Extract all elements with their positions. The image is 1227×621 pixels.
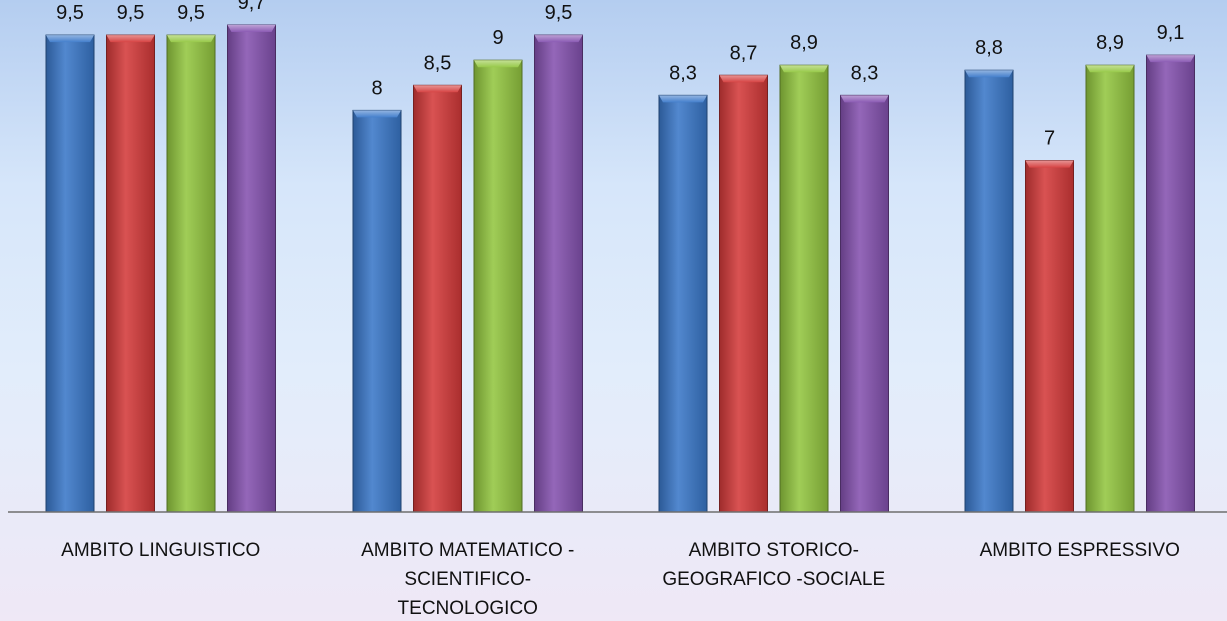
bar bbox=[658, 94, 708, 513]
value-label: 9,5 bbox=[177, 2, 205, 24]
bar bbox=[964, 69, 1014, 513]
bars-layer bbox=[45, 24, 1195, 513]
bar bbox=[106, 34, 155, 513]
value-label: 7 bbox=[1044, 128, 1055, 150]
bar-cap bbox=[719, 75, 768, 83]
bar-cap bbox=[1146, 55, 1195, 63]
value-label: 9,5 bbox=[56, 2, 84, 24]
bar bbox=[719, 74, 768, 513]
bar-cap bbox=[780, 65, 828, 73]
category-label-line: AMBITO STORICO- bbox=[689, 540, 859, 561]
bar bbox=[413, 84, 462, 513]
bar-cap bbox=[474, 60, 522, 68]
bar bbox=[227, 24, 276, 513]
bar-cap bbox=[840, 95, 889, 103]
value-label: 8,9 bbox=[1096, 32, 1124, 54]
value-label: 9,5 bbox=[545, 2, 573, 24]
category-label: AMBITO MATEMATICO - SCIENTIFICO- TECNOLOGI… bbox=[361, 540, 574, 619]
category-label-line: AMBITO LINGUISTICO bbox=[61, 540, 260, 561]
category-label: AMBITO ESPRESSIVO bbox=[980, 540, 1180, 561]
bar bbox=[1025, 160, 1074, 513]
value-label: 8,9 bbox=[790, 32, 818, 54]
value-label: 8,8 bbox=[975, 37, 1003, 59]
value-label: 8,5 bbox=[424, 52, 452, 74]
bar-cap bbox=[965, 70, 1013, 78]
bar-cap bbox=[167, 35, 215, 43]
bar-cap bbox=[353, 110, 401, 118]
bar bbox=[352, 109, 402, 513]
value-label: 9,5 bbox=[117, 2, 145, 24]
bar bbox=[166, 34, 216, 513]
bar-cap bbox=[1086, 65, 1134, 73]
category-label-line: TECNOLOGICO bbox=[398, 598, 538, 619]
value-label: 9,7 bbox=[238, 0, 266, 14]
value-label: 8,3 bbox=[851, 62, 879, 84]
bar bbox=[473, 59, 523, 513]
bar bbox=[840, 94, 889, 513]
category-label-line: AMBITO MATEMATICO - bbox=[361, 540, 574, 561]
bar-cap bbox=[106, 35, 155, 43]
bar-cap bbox=[227, 25, 276, 33]
bar bbox=[1085, 64, 1135, 513]
bar bbox=[779, 64, 829, 513]
category-label-line: GEOGRAFICO -SOCIALE bbox=[662, 569, 885, 590]
category-label-line: SCIENTIFICO- bbox=[404, 569, 531, 590]
value-label: 9 bbox=[492, 27, 503, 49]
value-label: 9,1 bbox=[1157, 22, 1185, 44]
category-label-line: AMBITO ESPRESSIVO bbox=[980, 540, 1180, 561]
category-label: AMBITO STORICO- GEOGRAFICO -SOCIALE bbox=[662, 540, 885, 590]
value-label: 8 bbox=[371, 77, 382, 99]
category-label: AMBITO LINGUISTICO bbox=[61, 540, 260, 561]
value-label: 8,7 bbox=[730, 42, 758, 64]
bar bbox=[45, 34, 95, 513]
bar-cap bbox=[659, 95, 707, 103]
bar bbox=[1146, 54, 1195, 513]
bar-cap bbox=[413, 85, 462, 93]
value-label: 8,3 bbox=[669, 62, 697, 84]
bar-cap bbox=[46, 35, 94, 43]
category-labels-layer: AMBITO LINGUISTICO AMBITO MATEMATICO - SCI… bbox=[61, 540, 1180, 619]
bar-cap bbox=[1025, 160, 1074, 168]
bar bbox=[534, 34, 583, 513]
bar-cap bbox=[534, 35, 583, 43]
value-labels-layer: 9,5 9,5 9,5 9,7 8 8,5 9 9,5 8,3 8,7 8,9 8,3 8,8 7 8,9 9… bbox=[56, 0, 1184, 150]
